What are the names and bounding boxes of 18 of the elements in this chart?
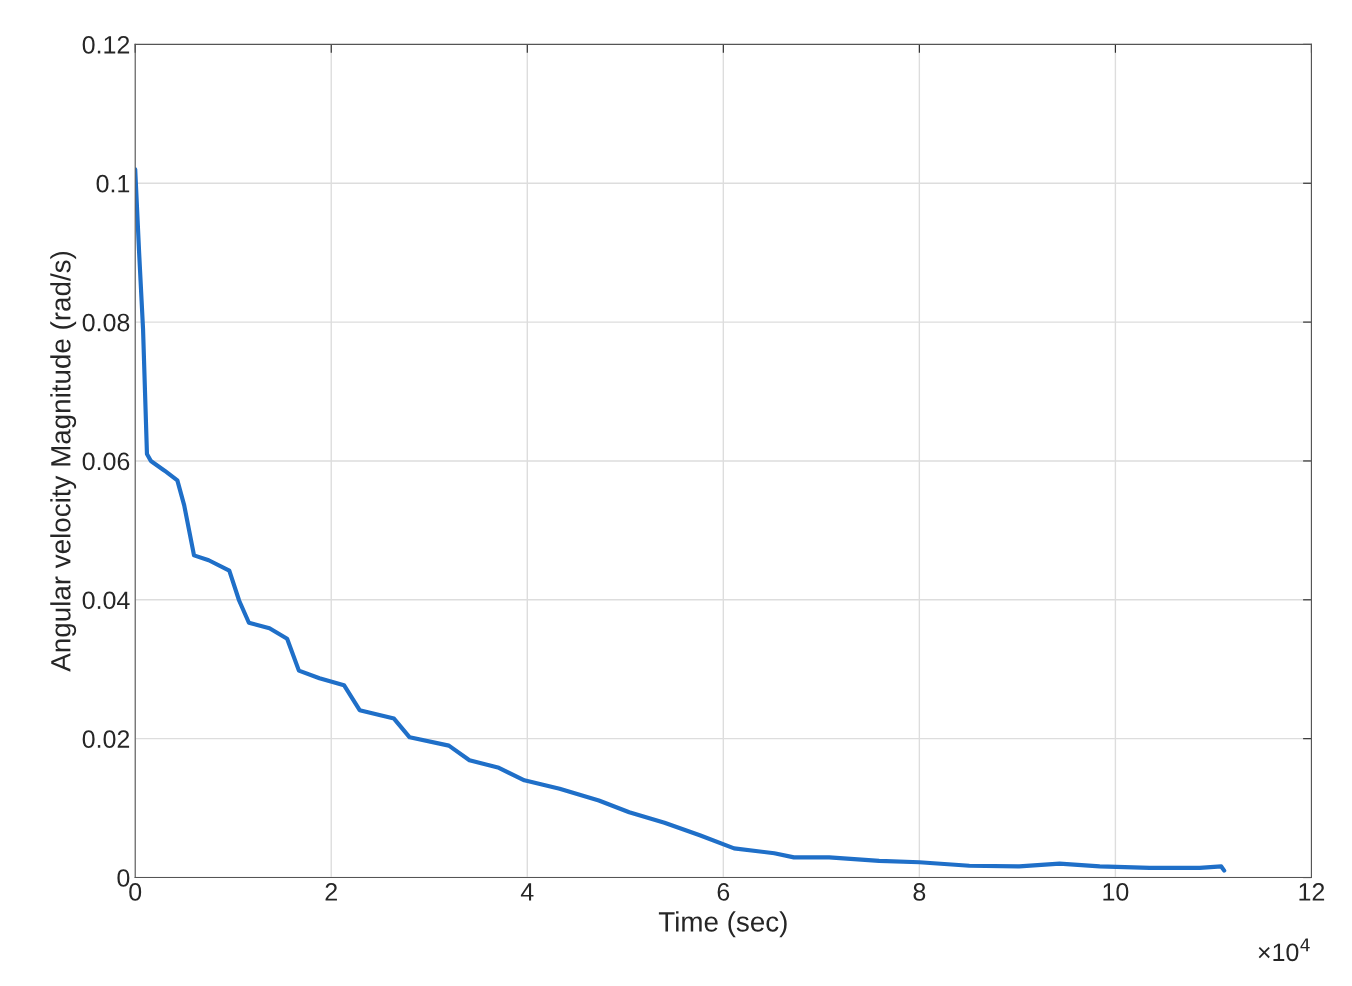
y-tick-label: 0.04: [82, 591, 130, 610]
y-tick-label: 0.12: [82, 35, 130, 54]
x-axis-title: Time (sec): [658, 911, 787, 938]
y-tick-label: 0.02: [82, 730, 130, 748]
x-tick-label: 12: [1299, 883, 1325, 901]
x-tick-label: 10: [1103, 883, 1129, 901]
line-series: [135, 167, 1227, 873]
x-tick-label: 4: [520, 883, 534, 901]
y-tick-label: 0.08: [82, 313, 130, 332]
y-tick-label: 0.1: [96, 174, 130, 193]
x-tick-label: 0: [129, 883, 142, 901]
x-tick-label: 2: [325, 883, 337, 901]
y-tick-label: 0: [117, 869, 130, 887]
y-axis-title: Angular velocity Magnitude (rad/s): [50, 251, 77, 672]
x-tick-label: 8: [913, 883, 926, 901]
text: ×10$^{4}$: [1258, 938, 1310, 962]
y-tick-label: 0.06: [82, 452, 130, 471]
x-tick-label: 6: [717, 883, 730, 901]
